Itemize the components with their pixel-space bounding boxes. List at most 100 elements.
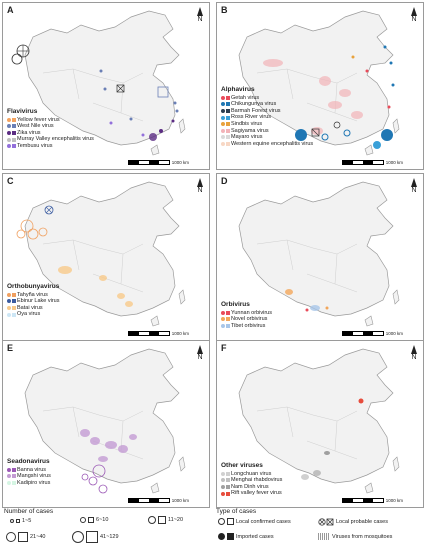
panel-legend: Orbivirus Yunnan orbivirus Novel orbivir… — [221, 301, 272, 329]
legend-label: Barmah Forest virus — [231, 107, 281, 114]
legend-swatch — [12, 117, 16, 122]
legend-label: Longchuan virus — [231, 470, 272, 477]
number-of-cases-title: Number of cases — [4, 508, 54, 515]
scale-label: 1000 km — [385, 331, 403, 336]
case-legend: Number of cases 1~5 6~10 11~20 21~40 41~… — [0, 508, 427, 550]
panel-label: D — [221, 176, 228, 186]
legend-swatch — [7, 144, 11, 149]
legend-swatch — [226, 128, 230, 133]
legend-swatch — [221, 142, 225, 147]
legend-title: Alphavirus — [221, 86, 255, 93]
legend-swatch — [7, 124, 11, 129]
legend-swatch — [226, 102, 230, 107]
legend-item: Banna virus — [7, 467, 51, 474]
legend-swatch — [221, 128, 225, 133]
north-label: N — [197, 354, 203, 361]
china-map — [238, 348, 400, 494]
china-map — [24, 348, 186, 494]
legend-item: Ross River virus — [221, 114, 313, 121]
legend-title: Orbivirus — [221, 301, 250, 308]
legend-label: Tahyña virus — [17, 291, 48, 298]
north-label: N — [411, 354, 417, 361]
scale-label: 1000 km — [171, 498, 189, 503]
legend-item: Yunnan orbivirus — [221, 310, 272, 317]
legend-item: Tahyña virus — [7, 292, 60, 299]
legend-label: Chikungunya virus — [231, 101, 277, 108]
legend-swatch — [226, 109, 230, 114]
size-41-129: 41~129 — [72, 531, 119, 543]
legend-swatch — [221, 485, 225, 490]
north-arrow-icon: N — [411, 345, 417, 361]
legend-swatch — [221, 102, 225, 107]
legend-swatch — [226, 135, 230, 140]
legend-item: Oya virus — [7, 311, 60, 318]
legend-item: Sagiyama virus — [221, 128, 313, 135]
legend-swatch — [12, 306, 16, 311]
legend-swatch — [226, 324, 230, 329]
scale-label: 1000 km — [171, 160, 189, 165]
panel-label: F — [221, 343, 227, 353]
legend-swatch — [221, 324, 225, 329]
legend-item: Getah virus — [221, 95, 313, 102]
probable-case-icon — [318, 518, 334, 526]
panel-legend: Alphavirus Getah virus Chikungunya virus… — [221, 86, 313, 147]
legend-swatch — [221, 310, 225, 315]
legend-swatch — [12, 474, 16, 479]
legend-item: Murray Valley encephalitis virus — [7, 136, 94, 143]
north-arrow-icon: N — [197, 345, 203, 361]
legend-label: Oya virus — [17, 311, 41, 318]
legend-label: Tembusu virus — [17, 142, 53, 149]
legend-label: Menghai rhabdovirus — [231, 477, 283, 484]
panel-label: A — [7, 5, 14, 15]
legend-swatch — [7, 117, 11, 122]
size-11-20: 11~20 — [148, 516, 183, 524]
legend-swatch — [221, 135, 225, 140]
legend-swatch — [221, 317, 225, 322]
legend-swatch — [7, 299, 11, 304]
legend-swatch — [226, 485, 230, 490]
legend-item: Nam Dinh virus — [221, 484, 282, 491]
legend-item: Longchuan virus — [221, 471, 282, 478]
legend-swatch — [221, 471, 225, 476]
type-of-cases-title: Type of cases — [216, 508, 257, 515]
legend-item: Tembusu virus — [7, 143, 94, 150]
type-local-probable: Local probable cases — [318, 518, 388, 526]
legend-label: Yunnan orbivirus — [231, 309, 272, 316]
legend-swatch — [7, 474, 11, 479]
legend-swatch — [12, 481, 16, 486]
legend-item: Chikungunya virus — [221, 101, 313, 108]
type-local-confirmed: Local confirmed cases — [218, 518, 291, 525]
legend-swatch — [7, 131, 11, 136]
legend-label: Mangshi virus — [17, 473, 51, 480]
legend-swatch — [221, 491, 225, 496]
china-map — [238, 10, 400, 156]
legend-swatch — [12, 299, 16, 304]
panel-d: D N Orbivirus Yunnan orbivirus Novel orb… — [216, 173, 424, 341]
legend-swatch — [226, 142, 230, 147]
legend-swatch — [226, 310, 230, 315]
legend-swatch — [12, 131, 16, 136]
legend-label: Nam Dinh virus — [231, 483, 269, 490]
legend-label: Tibet orbivirus — [231, 322, 266, 329]
legend-title: Seadonavirus — [7, 458, 50, 465]
scale-bar: 1000 km — [341, 331, 403, 336]
hatch-icon — [318, 533, 330, 540]
legend-item: West Nile virus — [7, 123, 94, 130]
panel-e: E N Seadonavirus Banna virus Mangshi vir… — [2, 340, 210, 508]
type-mosquito-viruses: Viruses from mosquitoes — [318, 533, 392, 540]
legend-swatch — [12, 144, 16, 149]
legend-swatch — [226, 115, 230, 120]
legend-swatch — [7, 137, 11, 142]
panel-f: F N Other viruses Longchuan virus Mengha… — [216, 340, 424, 508]
north-arrow-icon: N — [411, 178, 417, 194]
north-arrow-icon: N — [411, 7, 417, 23]
legend-swatch — [12, 467, 16, 472]
legend-label: Yellow fever virus — [17, 116, 60, 123]
legend-swatch — [7, 312, 11, 317]
scale-bar: 1000 km — [127, 331, 189, 336]
legend-label: Banna virus — [17, 466, 47, 473]
legend-swatch — [221, 109, 225, 114]
legend-label: Rift valley fever virus — [231, 490, 282, 497]
legend-item: Yellow fever virus — [7, 117, 94, 124]
panel-legend: Flavivirus Yellow fever virus West Nile … — [7, 108, 94, 150]
